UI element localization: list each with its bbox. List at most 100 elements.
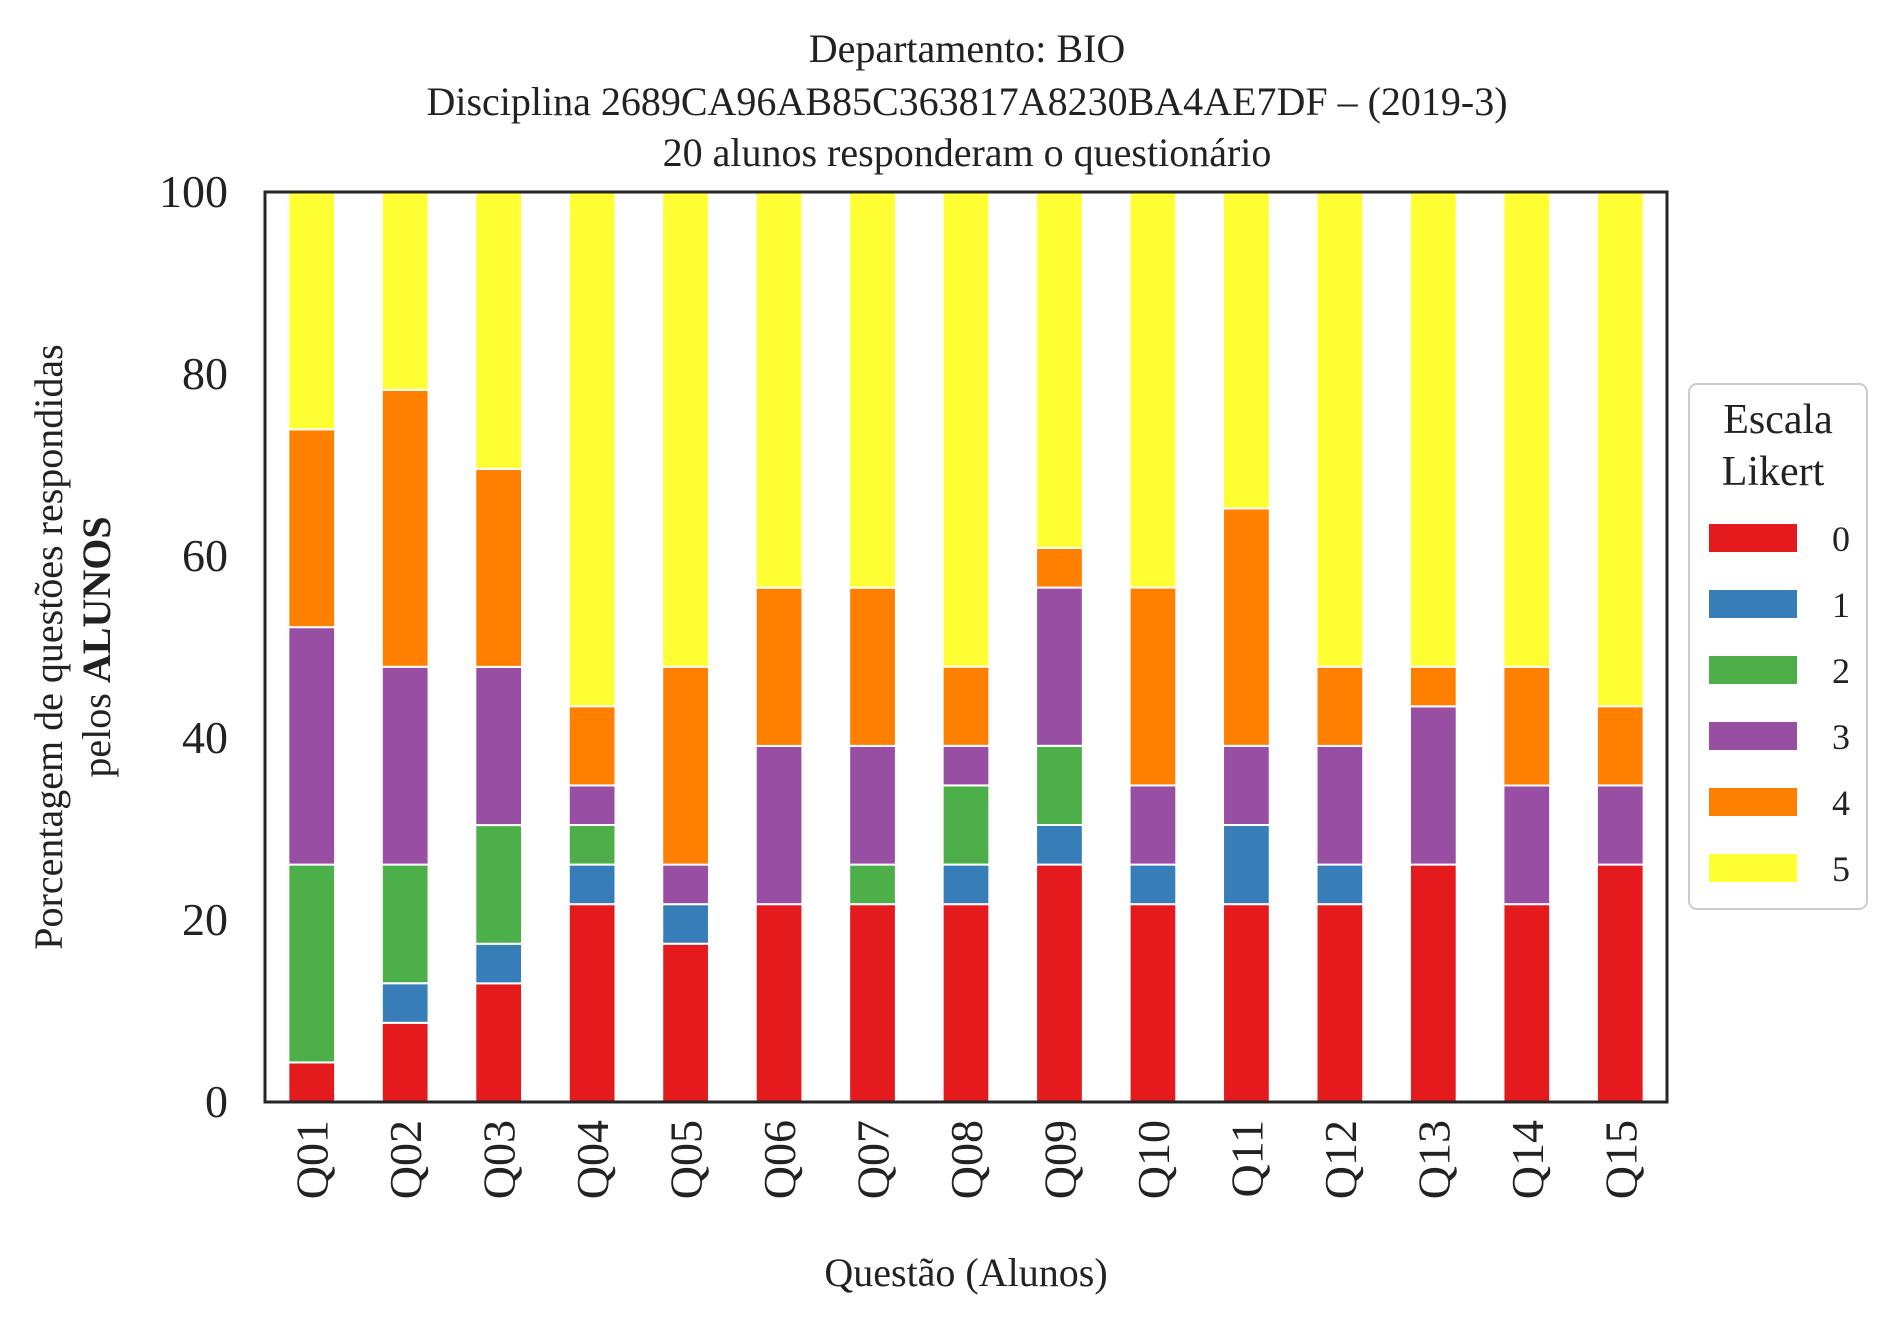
x-tick-label: Q13 (1408, 1120, 1459, 1199)
bar-Q09-likert-4 (1035, 546, 1084, 589)
bar-Q06-likert-5 (754, 191, 804, 589)
bar-Q11-likert-4 (1222, 507, 1271, 747)
bar-Q15-likert-5 (1595, 190, 1645, 708)
y-tick-label: 20 (182, 894, 228, 945)
bar-Q08-likert-2 (941, 784, 991, 866)
x-tick-label: Q12 (1315, 1120, 1366, 1199)
bar-Q05-likert-0 (661, 942, 710, 1103)
bar-Q09-likert-5 (1035, 190, 1084, 549)
bar-Q04-likert-2 (567, 823, 617, 866)
bar-Q10-likert-1 (1128, 863, 1178, 906)
bar-Q10-likert-0 (1128, 903, 1178, 1104)
bar-Q02-likert-1 (380, 982, 430, 1024)
bar-Q14-likert-4 (1502, 665, 1552, 787)
bar-Q03-likert-3 (474, 665, 524, 827)
bar-Q11-likert-5 (1222, 190, 1271, 510)
bar-Q01-likert-0 (287, 1061, 337, 1104)
y-axis: 0 20 40 60 80 100 (159, 166, 228, 1127)
x-tick-label: Q05 (661, 1120, 712, 1199)
bar-Q11-likert-3 (1222, 744, 1271, 826)
bar-Q11-likert-0 (1222, 903, 1271, 1104)
bar-Q14-likert-0 (1502, 903, 1552, 1104)
bar-Q09-likert-2 (1035, 744, 1084, 826)
bar-Q07-likert-3 (848, 744, 897, 866)
y-tick-label: 80 (182, 348, 228, 399)
bar-Q07-likert-4 (848, 586, 897, 747)
bar-Q10-likert-5 (1128, 190, 1178, 589)
y-axis-label-line-2: pelos ALUNOS (74, 516, 119, 777)
bar-Q03-likert-2 (474, 824, 524, 945)
bar-Q03-likert-1 (474, 942, 524, 985)
x-tick-label: Q03 (474, 1120, 525, 1199)
legend: Escala Likert 0 1 2 3 4 5 (1688, 383, 1868, 910)
x-tick-label: Q07 (848, 1120, 899, 1199)
bar-Q08-likert-1 (941, 863, 991, 906)
bar-Q09-likert-0 (1035, 863, 1084, 1103)
legend-title-line-1: Escala (1723, 397, 1833, 443)
chart-title-line-2: Disciplina 2689CA96AB85C363817A8230BA4AE… (426, 79, 1507, 124)
legend-frame (1688, 383, 1868, 910)
legend-swatch-3 (1709, 722, 1797, 750)
y-tick-label: 40 (182, 712, 228, 763)
bar-Q02-likert-0 (380, 1021, 430, 1104)
legend-label-4: 4 (1832, 783, 1850, 823)
plot-frame (263, 190, 1669, 1104)
x-tick-label: Q11 (1221, 1120, 1272, 1198)
bar-Q08-likert-4 (941, 665, 991, 747)
bar-Q10-likert-4 (1128, 586, 1178, 787)
y-tick-label: 100 (159, 166, 228, 217)
bar-Q02-likert-3 (380, 665, 430, 866)
bar-Q12-likert-0 (1315, 903, 1365, 1104)
legend-label-3: 3 (1832, 717, 1850, 757)
bar-Q02-likert-5 (380, 191, 430, 391)
bar-Q13-likert-5 (1408, 191, 1458, 668)
legend-swatch-2 (1709, 656, 1797, 684)
x-tick-label: Q06 (754, 1120, 805, 1199)
bar-Q08-likert-3 (941, 744, 991, 787)
x-tick-label: Q01 (287, 1120, 338, 1199)
bar-Q06-likert-0 (754, 903, 804, 1104)
bar-Q07-likert-5 (848, 191, 897, 589)
bar-Q08-likert-5 (941, 190, 991, 668)
bar-Q11-likert-1 (1222, 823, 1271, 906)
bar-Q01-likert-2 (287, 863, 337, 1064)
y-axis-label-bold: ALUNOS (74, 516, 119, 683)
bar-Q15-likert-0 (1595, 863, 1645, 1103)
bar-Q15-likert-4 (1595, 705, 1645, 787)
x-tick-label: Q14 (1502, 1120, 1553, 1199)
x-tick-label: Q02 (380, 1120, 431, 1199)
bar-Q08-likert-0 (941, 903, 991, 1104)
bar-Q06-likert-4 (754, 586, 804, 747)
legend-items: 0 1 2 3 4 5 (1709, 519, 1850, 889)
bar-Q05-likert-5 (661, 191, 710, 668)
bar-Q01-likert-4 (287, 428, 337, 629)
legend-label-5: 5 (1832, 849, 1850, 889)
bars-layer (287, 190, 1645, 1104)
x-tick-label: Q10 (1128, 1120, 1179, 1199)
bar-Q04-likert-5 (567, 190, 617, 708)
bar-Q12-likert-1 (1315, 863, 1365, 906)
x-tick-label: Q09 (1034, 1120, 1085, 1199)
bar-Q13-likert-0 (1408, 863, 1458, 1103)
bar-Q09-likert-3 (1035, 586, 1084, 747)
x-axis-label: Questão (Alunos) (824, 1250, 1107, 1295)
y-axis-label-line-1: Porcentagem de questões respondidas (26, 344, 71, 949)
bar-Q12-likert-4 (1315, 665, 1365, 747)
bar-Q14-likert-3 (1502, 784, 1552, 906)
bar-Q07-likert-0 (848, 903, 897, 1104)
bar-Q03-likert-0 (474, 982, 524, 1103)
legend-title-line-2: Likert (1722, 449, 1825, 495)
bar-Q14-likert-5 (1502, 191, 1552, 668)
bar-Q10-likert-3 (1128, 784, 1178, 866)
x-axis: Q01 Q02 Q03 Q04 Q05 Q06 Q07 Q08 Q09 Q10 Q11 Q12 Q13 Q… (287, 1120, 1647, 1199)
bar-Q05-likert-1 (661, 903, 710, 945)
legend-swatch-5 (1709, 854, 1797, 882)
bar-Q01-likert-3 (287, 626, 337, 866)
chart-title-line-1: Departamento: BIO (809, 26, 1126, 71)
bar-Q06-likert-3 (754, 744, 804, 906)
bar-Q13-likert-4 (1408, 665, 1458, 708)
bar-Q03-likert-4 (474, 468, 524, 668)
y-tick-label: 0 (205, 1076, 228, 1127)
legend-label-0: 0 (1832, 519, 1850, 559)
